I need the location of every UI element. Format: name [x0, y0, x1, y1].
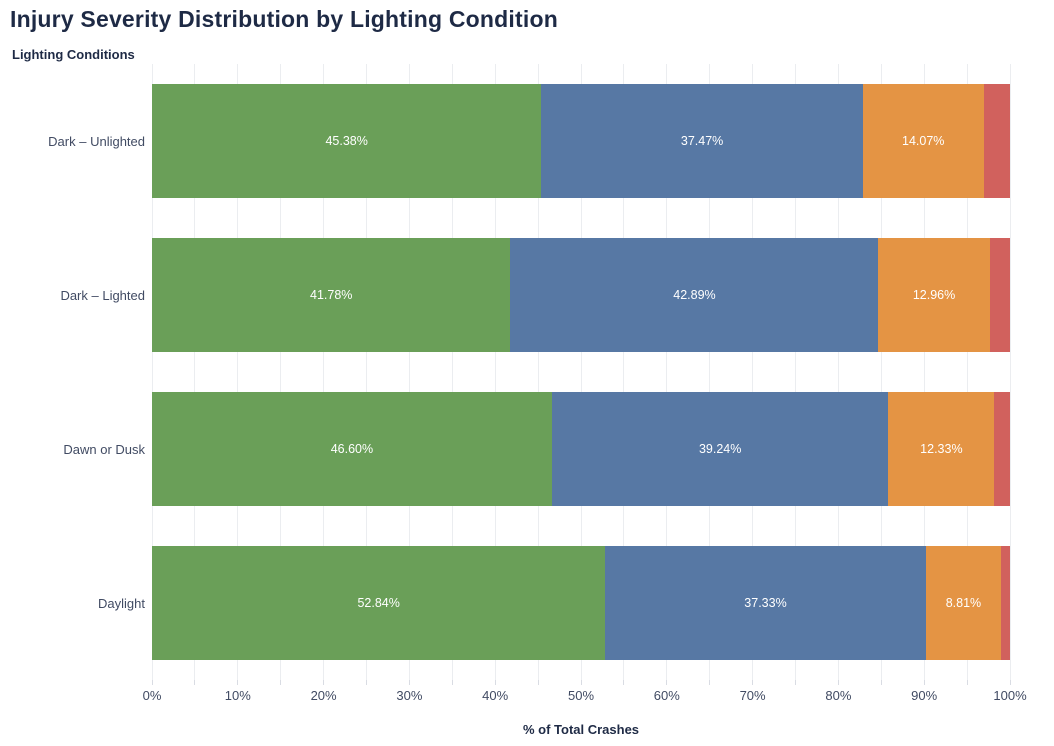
- axis-tick-mark: [323, 680, 325, 685]
- blue-segment[interactable]: 37.47%: [541, 84, 863, 198]
- axis-tick-mark: [666, 680, 668, 685]
- axis-tick-mark: [837, 680, 839, 685]
- red-segment[interactable]: [983, 84, 1010, 198]
- grid-line: [837, 64, 839, 680]
- axis-tick-mark: [194, 680, 196, 685]
- axis-tick-mark: [623, 680, 625, 685]
- axis-tick-mark: [537, 680, 539, 685]
- grid-line: [880, 64, 882, 680]
- green-segment[interactable]: 46.60%: [152, 392, 552, 506]
- orange-segment[interactable]: 14.07%: [862, 84, 984, 198]
- orange-segment[interactable]: 8.81%: [925, 546, 1002, 660]
- green-segment[interactable]: 45.38%: [152, 84, 542, 198]
- red-segment[interactable]: [994, 392, 1010, 506]
- segment-value-label: 8.81%: [945, 596, 982, 610]
- grid-line: [1009, 64, 1011, 680]
- segment-value-label: 37.33%: [744, 596, 787, 610]
- segment-value-label: 45.38%: [325, 134, 368, 148]
- blue-segment[interactable]: 42.89%: [510, 238, 879, 352]
- segment-value-label: 14.07%: [902, 134, 945, 148]
- blue-segment[interactable]: 37.33%: [605, 546, 926, 660]
- grid-line: [151, 64, 153, 680]
- segment-value-label: 42.89%: [673, 288, 716, 302]
- y-axis-header: Lighting Conditions: [12, 47, 135, 62]
- x-axis-tick-label: 20%: [310, 688, 337, 703]
- segment-value-label: 37.47%: [680, 134, 724, 148]
- axis-tick-mark: [709, 680, 711, 685]
- grid-line: [280, 64, 282, 680]
- grid-line: [194, 64, 196, 680]
- grid-line: [923, 64, 925, 680]
- axis-tick-mark: [451, 680, 453, 685]
- segment-value-label: 12.33%: [920, 442, 963, 456]
- axis-tick-mark: [366, 680, 367, 685]
- green-segment[interactable]: 41.78%: [152, 238, 511, 352]
- category-label: Dawn or Dusk: [63, 441, 145, 457]
- x-axis-tick-label: 80%: [825, 688, 852, 703]
- red-segment[interactable]: [989, 238, 1010, 352]
- grid-line: [408, 64, 410, 680]
- green-segment[interactable]: 52.84%: [152, 546, 606, 660]
- x-axis-tick-label: 100%: [993, 688, 1027, 703]
- category-label: Daylight: [98, 595, 145, 611]
- bar-row: 41.78% 42.89% 12.96%: [152, 238, 1010, 352]
- axis-tick-mark: [966, 680, 968, 685]
- x-axis-tick-labels: 0% 10% 20% 30% 40% 50% 60% 70% 80% 90% 100%: [143, 688, 1027, 706]
- grid-line: [323, 64, 325, 680]
- x-axis-tick-label: 90%: [911, 688, 938, 703]
- grid-line: [451, 64, 453, 680]
- x-axis-tick-label: 60%: [653, 688, 680, 703]
- orange-segment[interactable]: 12.33%: [888, 392, 995, 506]
- red-segment[interactable]: [1001, 546, 1010, 660]
- axis-tick-mark: [580, 680, 582, 685]
- segment-value-label: 52.84%: [357, 596, 400, 610]
- plot-area: 45.38% 37.47% 14.07% 41.78% 42.89% 12.96% 46.6…: [151, 64, 1011, 685]
- x-axis-tick-label: 10%: [224, 688, 251, 703]
- orange-segment[interactable]: 12.96%: [878, 238, 990, 352]
- grid-line: [709, 64, 711, 680]
- category-label: Dark – Lighted: [60, 287, 145, 303]
- x-axis-title: % of Total Crashes: [522, 722, 640, 737]
- axis-tick-mark: [408, 680, 410, 685]
- category-label: Dark – Unlighted: [48, 133, 145, 149]
- grid-line: [666, 64, 668, 680]
- axis-tick-mark: [880, 680, 882, 685]
- axis-tick-mark: [1009, 680, 1011, 685]
- grid-line: [537, 64, 539, 680]
- axis-tick-mark: [752, 680, 754, 685]
- axis-tick-mark: [795, 680, 796, 685]
- segment-value-label: 41.78%: [310, 288, 353, 302]
- x-axis-tick-label: 0%: [142, 688, 162, 703]
- y-axis-labels: Dark – Unlighted Dark – Lighted Dawn or Du…: [0, 64, 145, 680]
- axis-tick-mark: [494, 680, 496, 685]
- grid-line: [366, 64, 367, 680]
- x-axis-tick-label: 30%: [396, 688, 423, 703]
- segment-value-label: 39.24%: [698, 442, 742, 456]
- grid-line: [580, 64, 582, 680]
- axis-tick-mark: [151, 680, 153, 685]
- bar-row: 46.60% 39.24% 12.33%: [152, 392, 1010, 506]
- x-axis-tick-label: 40%: [482, 688, 509, 703]
- bar-row: 45.38% 37.47% 14.07%: [152, 84, 1010, 198]
- x-axis-tick-label: 70%: [739, 688, 766, 703]
- segment-value-label: 46.60%: [330, 442, 374, 456]
- grid-line: [795, 64, 796, 680]
- axis-tick-mark: [923, 680, 925, 685]
- bar-row: 52.84% 37.33% 8.81%: [152, 546, 1010, 660]
- grid-line: [966, 64, 968, 680]
- grid-line: [494, 64, 496, 680]
- segment-value-label: 12.96%: [912, 288, 956, 302]
- grid-line: [237, 64, 239, 680]
- x-axis-tick-label: 50%: [567, 688, 595, 703]
- axis-tick-mark: [237, 680, 239, 685]
- grid-line: [752, 64, 754, 680]
- axis-tick-mark: [280, 680, 282, 685]
- grid-line: [623, 64, 625, 680]
- blue-segment[interactable]: 39.24%: [551, 392, 889, 506]
- chart-title: Injury Severity Distribution by Lighting…: [10, 6, 558, 32]
